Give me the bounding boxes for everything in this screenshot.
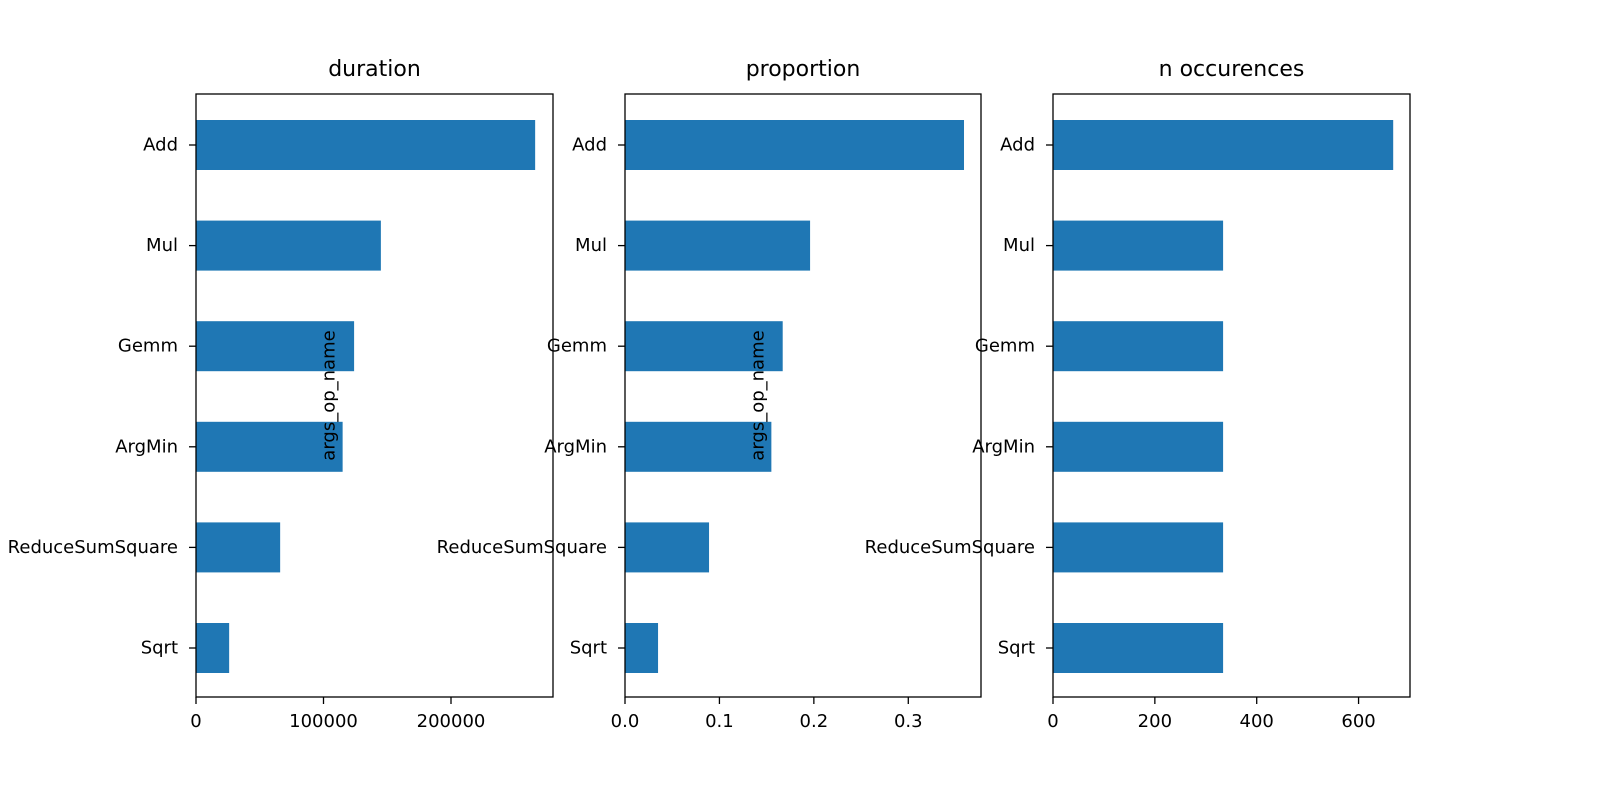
bar-mul (625, 220, 811, 271)
bar-mul (1053, 220, 1224, 271)
y-tick-label: Sqrt (570, 638, 607, 659)
bar-argmin (625, 421, 772, 472)
y-tick-label: Sqrt (141, 638, 178, 659)
y-tick-label: Mul (146, 235, 178, 256)
x-tick-label: 400 (1240, 711, 1274, 732)
bar-sqrt (196, 623, 230, 673)
bar-sqrt (1053, 623, 1224, 673)
bar-gemm (625, 321, 783, 372)
y-tick-label: Gemm (118, 336, 178, 357)
y-tick-label: ArgMin (544, 436, 607, 457)
bar-argmin (1053, 421, 1224, 472)
y-tick-label: Mul (575, 235, 607, 256)
chart-title: duration (328, 57, 421, 82)
bar-sqrt (625, 623, 659, 673)
x-tick-label: 0 (190, 711, 201, 732)
plot-frame (1052, 93, 1411, 698)
chart-panel-1: Add Mul Gemm ArgMin ReduceSumSquare Sqrt 0 1000… (8, 57, 554, 732)
bar-add (625, 120, 965, 170)
x-tick-label: 200 (1138, 711, 1172, 732)
y-tick-label: Add (572, 135, 607, 156)
chart-title: n occurences (1159, 57, 1305, 82)
y-axis-label: args_op_name (748, 330, 769, 460)
bar-reducesumsquare (1053, 522, 1224, 573)
y-tick-label: ReduceSumSquare (8, 537, 178, 558)
bar-add (1053, 120, 1394, 170)
x-tick-label: 0.3 (894, 711, 923, 732)
x-tick-label: 0.2 (800, 711, 829, 732)
x-tick-label: 0.1 (705, 711, 734, 732)
y-tick-label: Add (1000, 135, 1035, 156)
bar-gemm (1053, 321, 1224, 372)
x-tick-label: 600 (1341, 711, 1375, 732)
x-tick-label: 0 (1047, 711, 1058, 732)
bar-argmin (196, 421, 343, 472)
bar-mul (196, 220, 381, 271)
plot-frame (624, 93, 982, 698)
y-tick-label: ArgMin (115, 436, 178, 457)
plot-frame (195, 93, 554, 698)
y-tick-label: Gemm (547, 336, 607, 357)
x-tick-label: 0.0 (611, 711, 640, 732)
y-tick-label: ArgMin (972, 436, 1035, 457)
y-tick-label: ReduceSumSquare (437, 537, 607, 558)
y-tick-label: Add (143, 135, 178, 156)
chart-panel-3: Add Mul Gemm ArgMin ReduceSumSquare Sqrt 0 200 4… (865, 57, 1411, 732)
x-tick-label: 100000 (289, 711, 358, 732)
y-tick-label: Gemm (975, 336, 1035, 357)
bar-reducesumsquare (196, 522, 281, 573)
y-tick-label: Mul (1003, 235, 1035, 256)
bar-gemm (196, 321, 355, 372)
chart-panel-2: Add Mul Gemm ArgMin ReduceSumSquare Sqrt 0.0 0.… (437, 57, 982, 732)
bar-reducesumsquare (625, 522, 710, 573)
x-tick-label: 200000 (417, 711, 486, 732)
y-axis-label: args_op_name (319, 330, 340, 460)
y-tick-label: ReduceSumSquare (865, 537, 1035, 558)
y-tick-label: Sqrt (998, 638, 1035, 659)
bar-add (196, 120, 536, 170)
chart-title: proportion (746, 57, 861, 82)
